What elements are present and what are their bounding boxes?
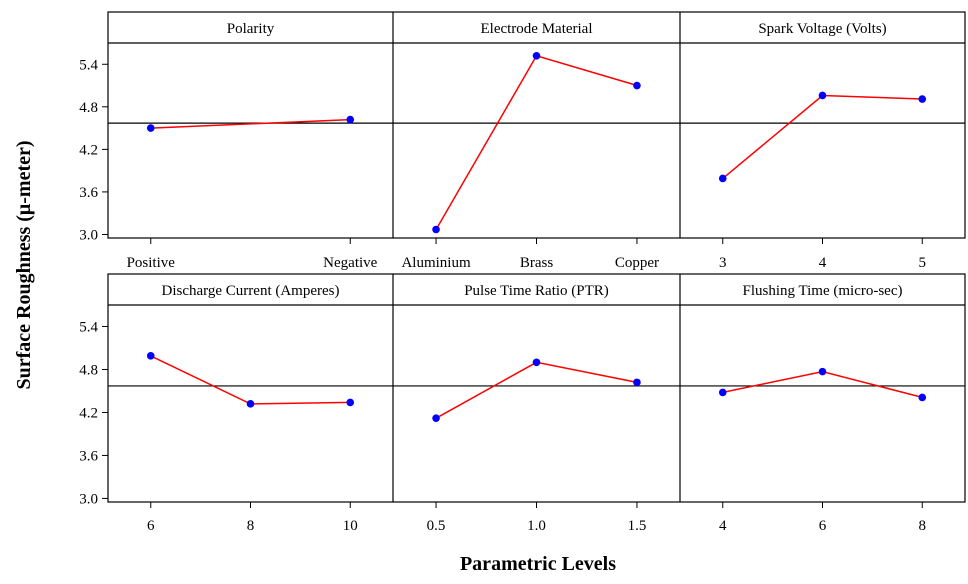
panel-title: Polarity (227, 21, 275, 37)
data-point (918, 393, 927, 402)
x-tick-label: Positive (127, 255, 176, 271)
x-tick-label: 1.0 (527, 518, 546, 534)
x-tick-label: 4 (819, 255, 827, 271)
panel-title: Electrode Material (480, 21, 592, 37)
y-tick-label: 4.2 (79, 142, 98, 158)
x-tick-label: 8 (247, 518, 255, 534)
data-point (432, 225, 440, 234)
panel-title: Spark Voltage (Volts) (758, 21, 886, 37)
x-tick-label: 5 (919, 255, 927, 271)
x-tick-label: 0.5 (427, 518, 446, 534)
data-point (818, 91, 827, 100)
x-tick-label: Negative (323, 255, 377, 271)
x-tick-label: 6 (819, 518, 827, 534)
x-tick-label: Aluminium (401, 255, 471, 271)
y-tick-label: 5.4 (79, 319, 98, 335)
x-tick-label: 1.5 (628, 518, 647, 534)
x-tick-label: 10 (343, 518, 358, 534)
x-tick-label: Brass (520, 255, 553, 271)
data-point (532, 358, 541, 367)
y-tick-label: 3.6 (79, 185, 98, 201)
panel-title: Flushing Time (micro-sec) (743, 283, 903, 299)
x-tick-label: Copper (615, 255, 659, 271)
panel-row-frame (107, 273, 966, 503)
y-tick-label: 4.8 (79, 100, 98, 116)
data-point (346, 398, 355, 407)
series-line (435, 54, 638, 230)
panel-title: Discharge Current (Amperes) (162, 283, 340, 299)
data-point (532, 51, 541, 60)
y-tick-label: 4.8 (79, 362, 98, 378)
y-tick-label: 4.2 (79, 405, 98, 421)
x-tick-label: 3 (719, 255, 727, 271)
data-point (633, 81, 641, 90)
x-axis-title: Parametric Levels (460, 553, 616, 575)
y-tick-label: 3.0 (79, 491, 98, 507)
data-point (818, 367, 827, 376)
data-point (633, 378, 641, 387)
y-tick-label: 3.6 (79, 448, 98, 464)
data-point (146, 352, 155, 360)
series-line (435, 361, 638, 419)
data-point (346, 115, 355, 124)
y-tick-label: 3.0 (79, 227, 98, 243)
data-point (146, 124, 155, 132)
data-point (718, 174, 727, 183)
data-point (246, 400, 255, 408)
x-tick-label: 6 (147, 518, 155, 534)
panel-title: Pulse Time Ratio (PTR) (464, 283, 609, 299)
data-point (718, 388, 727, 397)
y-axis-title: Surface Roughness (μ-meter) (13, 140, 35, 389)
series-line (150, 118, 351, 129)
data-point (432, 414, 440, 422)
y-tick-label: 5.4 (79, 57, 98, 73)
series-line (722, 370, 923, 399)
x-tick-label: 8 (919, 518, 927, 534)
series-line (150, 355, 351, 405)
x-tick-label: 4 (719, 518, 727, 534)
data-point (918, 95, 927, 103)
series-line (722, 94, 923, 179)
